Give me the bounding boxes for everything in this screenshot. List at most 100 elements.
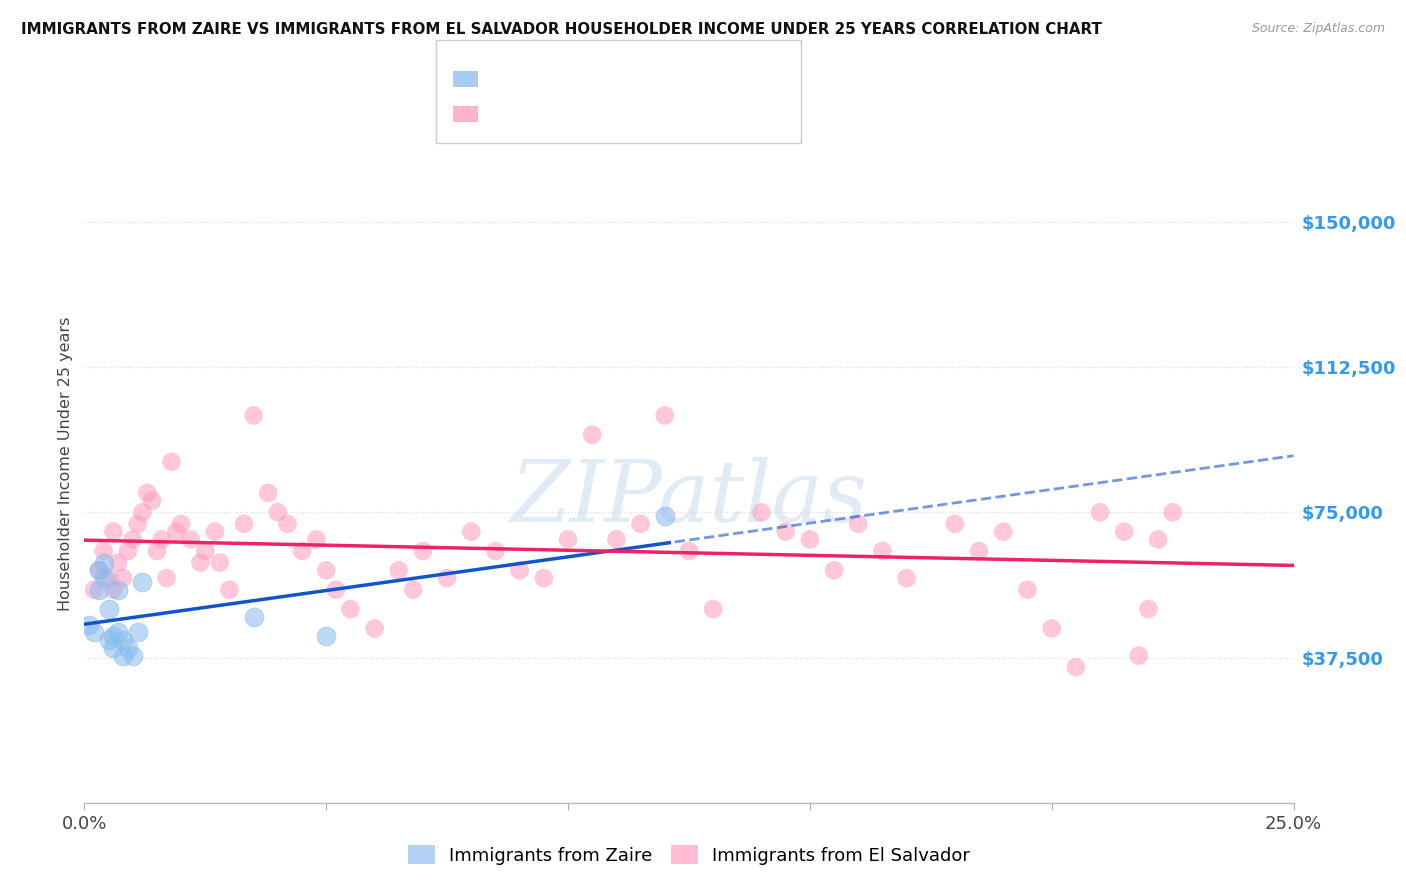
Point: [150, 533, 173, 547]
Text: R = 0.017: R = 0.017: [492, 70, 591, 88]
Point: [276, 516, 298, 531]
Point: [107, 582, 129, 597]
Point: [170, 516, 193, 531]
Text: IMMIGRANTS FROM ZAIRE VS IMMIGRANTS FROM EL SALVADOR HOUSEHOLDER INCOME UNDER 25: IMMIGRANTS FROM ZAIRE VS IMMIGRANTS FROM…: [21, 22, 1102, 37]
Point: [121, 533, 143, 547]
Point: [775, 524, 797, 539]
Point: [141, 493, 163, 508]
Point: [943, 516, 966, 531]
Point: [165, 524, 187, 539]
Point: [325, 582, 347, 597]
Point: [93, 556, 115, 570]
Point: [121, 648, 143, 663]
Point: [654, 409, 676, 423]
Point: [339, 602, 361, 616]
Point: [605, 533, 627, 547]
Point: [484, 544, 506, 558]
Point: [242, 610, 264, 624]
Point: [117, 544, 139, 558]
Point: [557, 533, 579, 547]
Point: [654, 509, 676, 524]
Legend: Immigrants from Zaire, Immigrants from El Salvador: Immigrants from Zaire, Immigrants from E…: [401, 838, 977, 871]
Point: [242, 409, 264, 423]
Text: N = 21: N = 21: [598, 70, 665, 88]
Point: [1088, 505, 1111, 519]
Point: [993, 524, 1015, 539]
Point: [194, 544, 217, 558]
Point: [97, 633, 120, 648]
Point: [204, 524, 226, 539]
Point: [190, 556, 212, 570]
Point: [233, 516, 256, 531]
Point: [630, 516, 652, 531]
Point: [402, 582, 425, 597]
Point: [127, 516, 149, 531]
Text: R = 0.226: R = 0.226: [492, 105, 591, 123]
Point: [146, 544, 169, 558]
Point: [460, 524, 482, 539]
Point: [678, 544, 700, 558]
Point: [509, 563, 531, 577]
Text: ZIPatlas: ZIPatlas: [510, 457, 868, 539]
Point: [87, 563, 110, 577]
Point: [107, 556, 129, 570]
Point: [131, 574, 153, 589]
Point: [93, 571, 115, 585]
Y-axis label: Householder Income Under 25 years: Householder Income Under 25 years: [58, 317, 73, 611]
Point: [702, 602, 724, 616]
Point: [257, 486, 280, 500]
Point: [305, 533, 328, 547]
Point: [93, 544, 115, 558]
Point: [112, 648, 135, 663]
Point: [155, 571, 177, 585]
Point: [87, 563, 110, 577]
Text: N = 71: N = 71: [598, 105, 665, 123]
Point: [581, 427, 603, 442]
Point: [363, 622, 385, 636]
Point: [136, 486, 159, 500]
Point: [180, 533, 202, 547]
Point: [412, 544, 434, 558]
Point: [533, 571, 555, 585]
Point: [1128, 648, 1150, 663]
Point: [107, 625, 129, 640]
Point: [1137, 602, 1160, 616]
Point: [267, 505, 290, 519]
Point: [97, 571, 120, 585]
Point: [1147, 533, 1170, 547]
Point: [1064, 660, 1087, 674]
Point: [77, 617, 100, 632]
Point: [160, 455, 183, 469]
Point: [103, 640, 125, 655]
Point: [127, 625, 149, 640]
Point: [967, 544, 990, 558]
Point: [218, 582, 240, 597]
Point: [112, 571, 135, 585]
Point: [436, 571, 458, 585]
Point: [1040, 622, 1063, 636]
Point: [388, 563, 411, 577]
Point: [208, 556, 231, 570]
Point: [872, 544, 894, 558]
Point: [103, 629, 125, 643]
Point: [103, 582, 125, 597]
Point: [83, 625, 105, 640]
Point: [846, 516, 869, 531]
Point: [131, 505, 153, 519]
Point: [1161, 505, 1184, 519]
Point: [799, 533, 821, 547]
Point: [1017, 582, 1039, 597]
Point: [315, 629, 337, 643]
Point: [117, 640, 139, 655]
Point: [83, 582, 105, 597]
Point: [103, 524, 125, 539]
Point: [1114, 524, 1136, 539]
Point: [751, 505, 773, 519]
Point: [112, 633, 135, 648]
Point: [823, 563, 845, 577]
Text: Source: ZipAtlas.com: Source: ZipAtlas.com: [1251, 22, 1385, 36]
Point: [291, 544, 314, 558]
Point: [315, 563, 337, 577]
Point: [97, 602, 120, 616]
Point: [87, 582, 110, 597]
